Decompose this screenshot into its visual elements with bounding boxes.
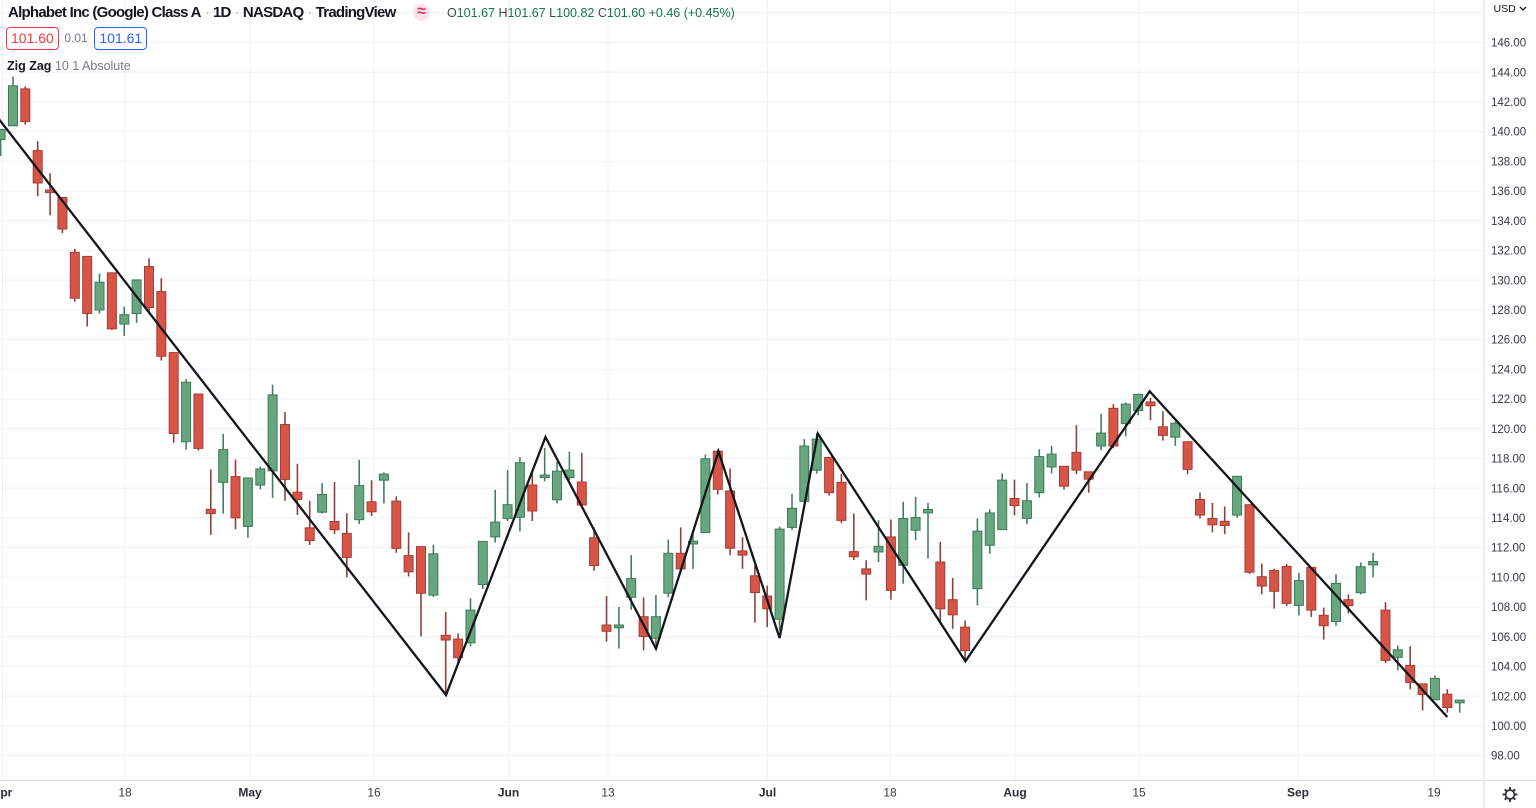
svg-text:124.00: 124.00 [1491, 364, 1526, 376]
svg-text:110.00: 110.00 [1491, 572, 1525, 584]
svg-text:134.00: 134.00 [1491, 216, 1526, 228]
svg-text:128.00: 128.00 [1491, 305, 1526, 317]
svg-text:18: 18 [883, 786, 897, 800]
svg-text:98.00: 98.00 [1491, 751, 1520, 763]
svg-text:106.00: 106.00 [1491, 632, 1526, 644]
svg-text:Jun: Jun [498, 786, 519, 800]
svg-text:138.00: 138.00 [1491, 157, 1526, 169]
svg-text:132.00: 132.00 [1491, 246, 1526, 258]
svg-text:122.00: 122.00 [1491, 394, 1526, 406]
svg-text:144.00: 144.00 [1491, 67, 1526, 79]
svg-text:19: 19 [1427, 786, 1441, 800]
svg-text:18: 18 [118, 786, 132, 800]
svg-text:Jul: Jul [759, 786, 776, 800]
svg-text:140.00: 140.00 [1491, 127, 1526, 139]
svg-text:13: 13 [601, 786, 615, 800]
svg-text:15: 15 [1132, 786, 1146, 800]
svg-text:May: May [238, 786, 262, 800]
svg-text:116.00: 116.00 [1491, 483, 1525, 495]
svg-text:Apr: Apr [0, 786, 13, 800]
svg-text:130.00: 130.00 [1491, 275, 1526, 287]
svg-text:136.00: 136.00 [1491, 186, 1526, 198]
svg-text:108.00: 108.00 [1491, 602, 1526, 614]
svg-text:118.00: 118.00 [1491, 454, 1525, 466]
svg-text:112.00: 112.00 [1491, 543, 1525, 555]
svg-text:120.00: 120.00 [1491, 424, 1526, 436]
svg-text:102.00: 102.00 [1491, 691, 1526, 703]
svg-text:146.00: 146.00 [1491, 38, 1526, 50]
svg-text:142.00: 142.00 [1491, 97, 1526, 109]
svg-text:16: 16 [367, 786, 381, 800]
svg-text:114.00: 114.00 [1491, 513, 1525, 525]
svg-text:Aug: Aug [1003, 786, 1026, 800]
svg-text:Sep: Sep [1287, 786, 1309, 800]
svg-text:100.00: 100.00 [1491, 721, 1526, 733]
svg-text:126.00: 126.00 [1491, 335, 1526, 347]
svg-text:104.00: 104.00 [1491, 662, 1526, 674]
